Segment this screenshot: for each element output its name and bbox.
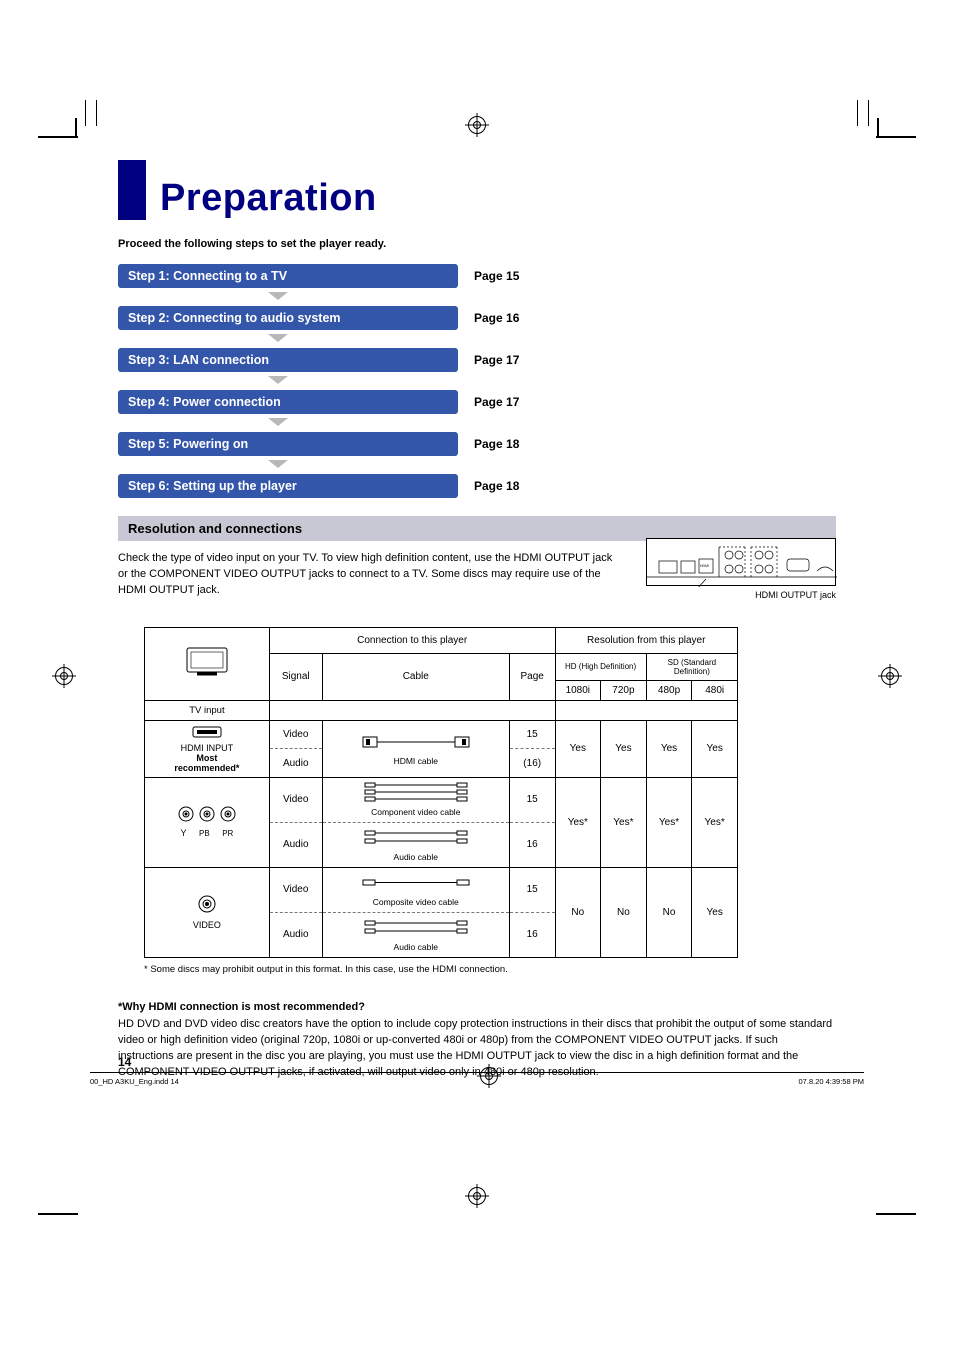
col-connection: Connection to this player [269, 627, 555, 653]
row1-1080i: Yes [555, 720, 601, 777]
tv-icon [179, 644, 235, 680]
audio-cable-icon [361, 827, 471, 849]
component-jacks-icon [172, 806, 242, 826]
row3-480p: No [646, 867, 692, 957]
row2-audio-page: 16 [509, 822, 555, 867]
hdmi-cable-icon [361, 731, 471, 753]
row1-video-page: 15 [509, 720, 555, 749]
step-4-bar: Step 4: Power connection [118, 390, 458, 414]
composite-jack-icon [195, 894, 219, 918]
rear-panel-diagram: HDMI [646, 538, 836, 586]
down-arrow-icon [268, 334, 288, 342]
row1-audio-page: (16) [509, 749, 555, 778]
row2-1080i: Yes* [555, 777, 601, 867]
row3-video-sig: Video [269, 867, 322, 912]
print-footer: 00_HD A3KU_Eng.indd 14 07.8.20 4:39:58 P… [90, 1072, 864, 1095]
row1-480i: Yes [692, 720, 738, 777]
row1-video-sig: Video [269, 720, 322, 749]
step-1-page: Page 15 [470, 269, 519, 283]
row2-video-page: 15 [509, 777, 555, 822]
row2-video-cable-label: Component video cable [371, 807, 460, 817]
footer-right: 07.8.20 4:39:58 PM [799, 1077, 864, 1095]
row2-480p: Yes* [646, 777, 692, 867]
why-heading: *Why HDMI connection is most recommended… [118, 1001, 836, 1013]
down-arrow-icon [268, 376, 288, 384]
step-4-page: Page 17 [470, 395, 519, 409]
step-6-bar: Step 6: Setting up the player [118, 474, 458, 498]
row1-tv3: recommended* [174, 763, 239, 773]
row2-720p: Yes* [601, 777, 647, 867]
step-2-page: Page 16 [470, 311, 519, 325]
row3-video-cable-label: Composite video cable [373, 897, 459, 907]
audio-cable-icon [361, 917, 471, 939]
row3-tv-label: VIDEO [193, 920, 221, 930]
row1-cable-label: HDMI cable [394, 756, 438, 766]
row1-tv2: Most [196, 753, 217, 763]
row3-480i: Yes [692, 867, 738, 957]
tv-input-label: TV input [145, 700, 270, 720]
res-480i: 480i [692, 680, 738, 700]
col-cable: Cable [322, 653, 509, 700]
row1-480p: Yes [646, 720, 692, 777]
down-arrow-icon [268, 460, 288, 468]
step-1-bar: Step 1: Connecting to a TV [118, 264, 458, 288]
svg-text:HDMI: HDMI [700, 564, 709, 568]
row3-video-page: 15 [509, 867, 555, 912]
row2-480i: Yes* [692, 777, 738, 867]
panel-caption: HDMI OUTPUT jack [646, 590, 836, 600]
row3-720p: No [601, 867, 647, 957]
row2-pr: PR [222, 829, 233, 838]
row2-pb: PB [199, 829, 210, 838]
composite-cable-icon [361, 872, 471, 894]
col-resolution: Resolution from this player [555, 627, 738, 653]
step-2-bar: Step 2: Connecting to audio system [118, 306, 458, 330]
page-title: Preparation [160, 177, 377, 220]
title-accent-bar [118, 160, 146, 220]
hd-label: HD (High Definition) [555, 653, 646, 680]
row1-audio-sig: Audio [269, 749, 322, 778]
page-number: 14 [118, 1055, 131, 1069]
footer-left: 00_HD A3KU_Eng.indd 14 [90, 1077, 179, 1095]
connection-table: Connection to this player Resolution fro… [144, 627, 738, 958]
row2-audio-cable-label: Audio cable [394, 852, 438, 862]
step-3-bar: Step 3: LAN connection [118, 348, 458, 372]
row1-720p: Yes [601, 720, 647, 777]
step-3-page: Page 17 [470, 353, 519, 367]
step-5-bar: Step 5: Powering on [118, 432, 458, 456]
row3-audio-page: 16 [509, 912, 555, 957]
step-6-page: Page 18 [470, 479, 519, 493]
res-720p: 720p [601, 680, 647, 700]
registration-mark-icon [480, 1067, 498, 1085]
row2-video-sig: Video [269, 777, 322, 822]
hdmi-jack-icon [187, 725, 227, 741]
res-480p: 480p [646, 680, 692, 700]
intro-text: Proceed the following steps to set the p… [118, 238, 836, 250]
row3-audio-sig: Audio [269, 912, 322, 957]
section-text: Check the type of video input on your TV… [118, 551, 618, 599]
row3-audio-cable-label: Audio cable [394, 942, 438, 952]
down-arrow-icon [268, 418, 288, 426]
down-arrow-icon [268, 292, 288, 300]
res-1080i: 1080i [555, 680, 601, 700]
col-signal: Signal [269, 653, 322, 700]
row1-tv1: HDMI INPUT [181, 743, 234, 753]
row3-1080i: No [555, 867, 601, 957]
row2-y: Y [180, 828, 186, 838]
row2-audio-sig: Audio [269, 822, 322, 867]
table-footnote: * Some discs may prohibit output in this… [144, 964, 836, 975]
col-page: Page [509, 653, 555, 700]
sd-label: SD (Standard Definition) [646, 653, 737, 680]
component-cable-icon [361, 782, 471, 804]
step-5-page: Page 18 [470, 437, 519, 451]
